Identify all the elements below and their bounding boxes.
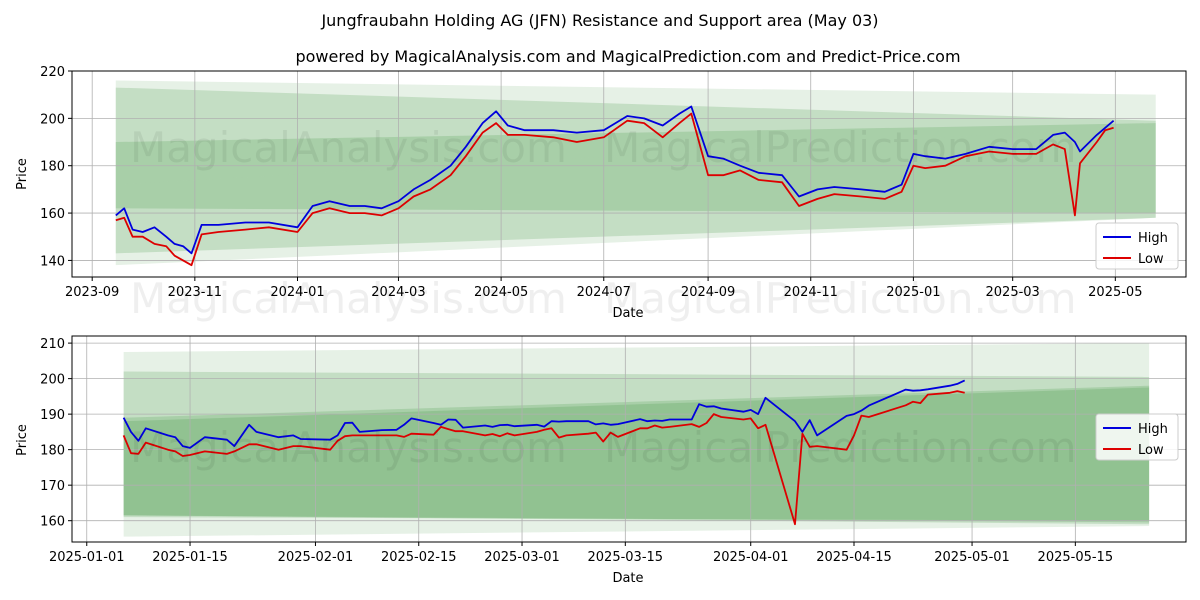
legend-box [1095,222,1179,270]
x-tick-label: 2025-01-15 [152,550,228,565]
y-tick-label: 220 [40,65,65,80]
x-tick-label: 2024-05 [474,285,528,300]
support-resistance-band-3 [123,387,1150,523]
x-tick-label: 2024-09 [681,285,735,300]
x-tick-label: 2023-11 [168,285,222,300]
bottom-x-axis-label: Date [612,571,643,586]
x-tick-label: 2024-11 [784,285,838,300]
support-resistance-band-3 [115,125,1156,214]
x-tick-label: 2024-01 [270,285,324,300]
legend-label-high: High [1138,422,1168,437]
chart-title: Jungfraubahn Holding AG (JFN) Resistance… [320,11,878,30]
x-tick-label: 2025-01-01 [49,550,125,565]
bottom-panel: MagicalAnalysis.com MagicalPrediction.co… [15,335,1187,586]
watermark-left-top: MagicalAnalysis.com [130,123,567,172]
x-tick-label: 2025-01 [886,285,940,300]
legend-0: High Low [1095,222,1179,270]
support-resistance-band-0 [115,80,1156,266]
support-resistance-band-2 [123,385,1150,521]
y-tick-label: 200 [40,373,65,388]
x-tick-label: 2025-04-15 [816,550,892,565]
top-panel: MagicalAnalysis.com MagicalPrediction.co… [15,65,1187,323]
y-tick-label: 210 [40,337,65,352]
x-tick-label: 2025-05-15 [1038,550,1114,565]
watermark-right-bottom: MagicalPrediction.com [604,423,1077,472]
y-tick-label: 140 [40,254,65,269]
x-tick-label: 2025-02-15 [381,550,457,565]
support-resistance-band-0 [123,343,1150,537]
x-tick-label: 2025-04-01 [713,550,789,565]
watermark-left-bottom: MagicalAnalysis.com [130,423,567,472]
legend-label-high: High [1138,231,1168,246]
series-line-high [115,105,1115,255]
top-y-axis-label: Price [15,158,30,190]
legend-label-low: Low [1138,252,1164,267]
top-x-axis-label: Date [612,306,643,321]
top-plot-frame [71,70,1187,278]
x-tick-label: 2025-05-01 [934,550,1010,565]
plot-layer-1 [72,336,1186,542]
y-tick-label: 180 [40,444,65,459]
x-tick-label: 2025-02-01 [278,550,354,565]
bottom-plot-frame [71,335,1187,543]
bottom-y-axis-label: Price [15,424,30,456]
legend-box [1095,413,1179,461]
series-line-low [115,112,1114,267]
support-resistance-band-2 [115,123,1156,254]
x-tick-label: 2024-07 [577,285,631,300]
y-tick-label: 170 [40,479,65,494]
x-tick-label: 2024-03 [371,285,425,300]
watermark-right-mid: MagicalPrediction.com [604,274,1077,323]
x-tick-label: 2025-03-15 [588,550,664,565]
x-tick-label: 2025-03 [986,285,1040,300]
x-tick-label: 2023-09 [65,285,119,300]
legend-1: High Low [1095,413,1179,461]
y-tick-label: 190 [40,408,65,423]
series-line-low [122,390,965,526]
x-tick-label: 2025-03-01 [484,550,560,565]
y-tick-label: 180 [40,160,65,175]
x-tick-label: 2025-05 [1088,285,1142,300]
legend-label-low: Low [1138,443,1164,458]
watermark-left-mid: MagicalAnalysis.com [130,274,567,323]
y-tick-label: 160 [40,515,65,530]
series-line-high [122,379,966,449]
chart-subtitle: powered by MagicalAnalysis.com and Magic… [295,47,960,66]
watermark-right-top: MagicalPrediction.com [604,123,1077,172]
y-tick-label: 200 [40,112,65,127]
y-tick-label: 160 [40,207,65,222]
support-resistance-band-1 [115,87,1156,185]
plot-layer-0 [72,70,1186,277]
